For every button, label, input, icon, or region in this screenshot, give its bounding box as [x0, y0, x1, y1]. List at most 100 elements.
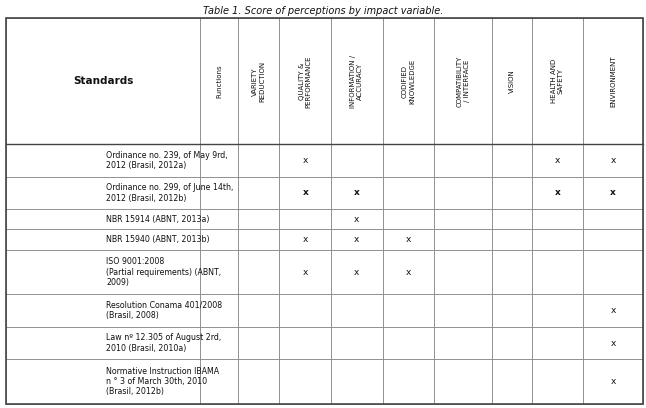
Text: x: x: [555, 156, 560, 165]
Bar: [492, 359, 532, 404]
Bar: [331, 250, 382, 294]
Bar: [532, 359, 583, 404]
Bar: [434, 18, 492, 144]
Bar: [331, 229, 382, 250]
Bar: [532, 209, 583, 229]
Text: HEALTH AND
SAFETY: HEALTH AND SAFETY: [551, 59, 564, 103]
Bar: [583, 229, 643, 250]
Bar: [532, 250, 583, 294]
Bar: [583, 327, 643, 359]
Bar: [331, 294, 382, 327]
Bar: [382, 18, 434, 144]
Bar: [532, 144, 583, 177]
Text: NBR 15914 (ABNT, 2013a): NBR 15914 (ABNT, 2013a): [107, 215, 210, 224]
Text: x: x: [302, 188, 308, 197]
Text: ENVIRONMENT: ENVIRONMENT: [610, 55, 616, 107]
Bar: [280, 18, 331, 144]
Text: x: x: [354, 188, 360, 197]
Bar: [492, 327, 532, 359]
Bar: [532, 18, 583, 144]
Bar: [238, 229, 280, 250]
Bar: [492, 294, 532, 327]
Bar: [382, 177, 434, 209]
Bar: [200, 209, 238, 229]
Bar: [382, 294, 434, 327]
Bar: [6, 294, 200, 327]
Text: Law nº 12.305 of August 2rd,
2010 (Brasil, 2010a): Law nº 12.305 of August 2rd, 2010 (Brasi…: [107, 333, 222, 353]
Text: x: x: [354, 268, 360, 277]
Text: x: x: [354, 215, 360, 224]
Bar: [532, 177, 583, 209]
Bar: [583, 209, 643, 229]
Bar: [200, 359, 238, 404]
Bar: [6, 177, 200, 209]
Text: COMPATIBILITY
/ INTERFACE: COMPATIBILITY / INTERFACE: [457, 55, 470, 107]
Bar: [200, 18, 238, 144]
Bar: [583, 144, 643, 177]
Bar: [583, 18, 643, 144]
Text: Normative Instruction IBAMA
n ° 3 of March 30th, 2010
(Brasil, 2012b): Normative Instruction IBAMA n ° 3 of Mar…: [107, 367, 220, 397]
Bar: [6, 359, 200, 404]
Bar: [382, 209, 434, 229]
Bar: [434, 177, 492, 209]
Text: NBR 15940 (ABNT, 2013b): NBR 15940 (ABNT, 2013b): [107, 235, 210, 244]
Bar: [492, 229, 532, 250]
Bar: [200, 144, 238, 177]
Text: x: x: [354, 235, 360, 244]
Bar: [492, 209, 532, 229]
Bar: [238, 18, 280, 144]
Bar: [331, 359, 382, 404]
Bar: [6, 18, 200, 144]
Bar: [200, 229, 238, 250]
Bar: [492, 18, 532, 144]
Text: Resolution Conama 401/2008
(Brasil, 2008): Resolution Conama 401/2008 (Brasil, 2008…: [107, 301, 223, 320]
Bar: [238, 294, 280, 327]
Bar: [492, 250, 532, 294]
Bar: [532, 327, 583, 359]
Bar: [434, 250, 492, 294]
Bar: [280, 229, 331, 250]
Bar: [382, 327, 434, 359]
Bar: [200, 177, 238, 209]
Text: INFORMATION /
ACCURACY: INFORMATION / ACCURACY: [350, 55, 364, 108]
Bar: [238, 209, 280, 229]
Bar: [238, 144, 280, 177]
Text: x: x: [610, 377, 616, 386]
Text: x: x: [302, 156, 308, 165]
Bar: [434, 359, 492, 404]
Text: x: x: [302, 268, 308, 277]
Bar: [200, 327, 238, 359]
Text: Ordinance no. 299, of June 14th,
2012 (Brasil, 2012b): Ordinance no. 299, of June 14th, 2012 (B…: [107, 183, 234, 203]
Bar: [331, 18, 382, 144]
Text: VISION: VISION: [509, 69, 515, 93]
Bar: [280, 177, 331, 209]
Text: x: x: [610, 156, 616, 165]
Bar: [492, 177, 532, 209]
Bar: [331, 209, 382, 229]
Bar: [434, 209, 492, 229]
Bar: [382, 250, 434, 294]
Text: ISO 9001:2008
(Partial requirements) (ABNT,
2009): ISO 9001:2008 (Partial requirements) (AB…: [107, 257, 222, 287]
Bar: [280, 209, 331, 229]
Bar: [331, 177, 382, 209]
Bar: [200, 250, 238, 294]
Bar: [583, 359, 643, 404]
Bar: [280, 250, 331, 294]
Text: Functions: Functions: [216, 64, 222, 98]
Text: x: x: [610, 339, 616, 348]
Bar: [434, 327, 492, 359]
Text: Ordinance no. 239, of May 9rd,
2012 (Brasil, 2012a): Ordinance no. 239, of May 9rd, 2012 (Bra…: [107, 151, 228, 170]
Bar: [280, 359, 331, 404]
Bar: [238, 327, 280, 359]
Text: x: x: [610, 306, 616, 315]
Bar: [238, 250, 280, 294]
Bar: [532, 294, 583, 327]
Bar: [331, 327, 382, 359]
Text: VARIETY
REDUCTION: VARIETY REDUCTION: [252, 61, 265, 102]
Bar: [280, 327, 331, 359]
Bar: [583, 294, 643, 327]
Bar: [583, 250, 643, 294]
Text: x: x: [406, 235, 412, 244]
Bar: [382, 229, 434, 250]
Bar: [238, 177, 280, 209]
